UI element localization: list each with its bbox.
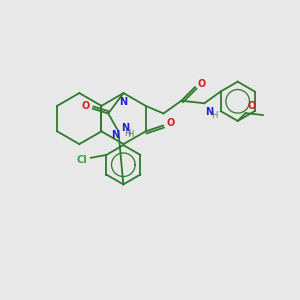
Text: N: N (119, 97, 128, 107)
Text: N: N (112, 130, 120, 140)
Text: Cl: Cl (77, 155, 88, 165)
Text: N: N (122, 123, 130, 134)
Text: H: H (211, 111, 218, 120)
Text: O: O (197, 79, 205, 89)
Text: O: O (248, 101, 256, 111)
Text: H: H (127, 130, 134, 139)
Text: O: O (81, 100, 90, 111)
Text: H: H (124, 129, 131, 138)
Text: N: N (205, 107, 213, 117)
Text: O: O (166, 118, 175, 128)
